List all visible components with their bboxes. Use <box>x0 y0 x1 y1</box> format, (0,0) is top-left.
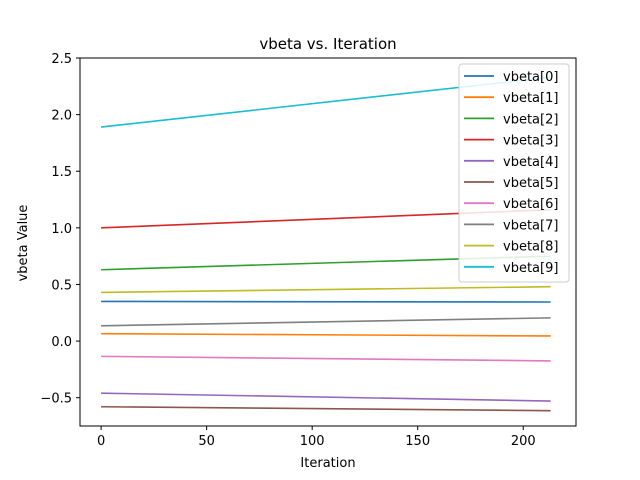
legend-label-8: vbeta[8] <box>503 240 558 255</box>
series-line-6 <box>101 355 551 362</box>
series-line-8 <box>101 285 551 294</box>
y-tick-label: 1.0 <box>51 222 72 237</box>
y-tick-label: 0.5 <box>51 278 72 293</box>
legend-label-4: vbeta[4] <box>503 155 558 170</box>
legend-label-5: vbeta[5] <box>503 176 558 191</box>
x-tick-label: 100 <box>300 434 325 449</box>
legend-label-7: vbeta[7] <box>503 218 558 233</box>
chart-title: vbeta vs. Iteration <box>259 35 396 53</box>
series-line-0 <box>101 300 551 303</box>
y-axis: −0.5 0.0 0.5 1.0 1.5 2.0 2.5 <box>40 52 80 407</box>
y-axis-label: vbeta Value <box>16 205 31 282</box>
plot-area-frame <box>79 57 577 427</box>
axes-frame <box>79 57 577 427</box>
series-line-1 <box>101 332 551 337</box>
x-axis: 0 50 100 150 200 <box>97 426 536 449</box>
y-tick-label: 2.5 <box>51 52 72 67</box>
series-line-7 <box>101 317 551 327</box>
x-tick-label: 200 <box>511 434 536 449</box>
x-tick-label: 50 <box>198 434 215 449</box>
y-tick-label: 0.0 <box>51 335 72 350</box>
series-line-4 <box>101 392 551 402</box>
legend-label-1: vbeta[1] <box>503 91 558 106</box>
legend-label-6: vbeta[6] <box>503 197 558 212</box>
y-tick-label: 1.5 <box>51 165 72 180</box>
legend: vbeta[0] vbeta[1] vbeta[2] vbeta[3] vbeta[4]… <box>458 63 570 283</box>
x-tick-label: 150 <box>405 434 430 449</box>
y-tick-label: 2.0 <box>51 109 72 124</box>
series-line-5 <box>101 405 551 412</box>
legend-label-0: vbeta[0] <box>503 70 558 85</box>
y-tick-label: −0.5 <box>40 392 72 407</box>
legend-label-2: vbeta[2] <box>503 112 558 127</box>
x-tick-label: 0 <box>97 434 105 449</box>
x-axis-label: Iteration <box>300 456 355 471</box>
legend-label-3: vbeta[3] <box>503 134 558 149</box>
legend-label-9: vbeta[9] <box>503 261 558 276</box>
